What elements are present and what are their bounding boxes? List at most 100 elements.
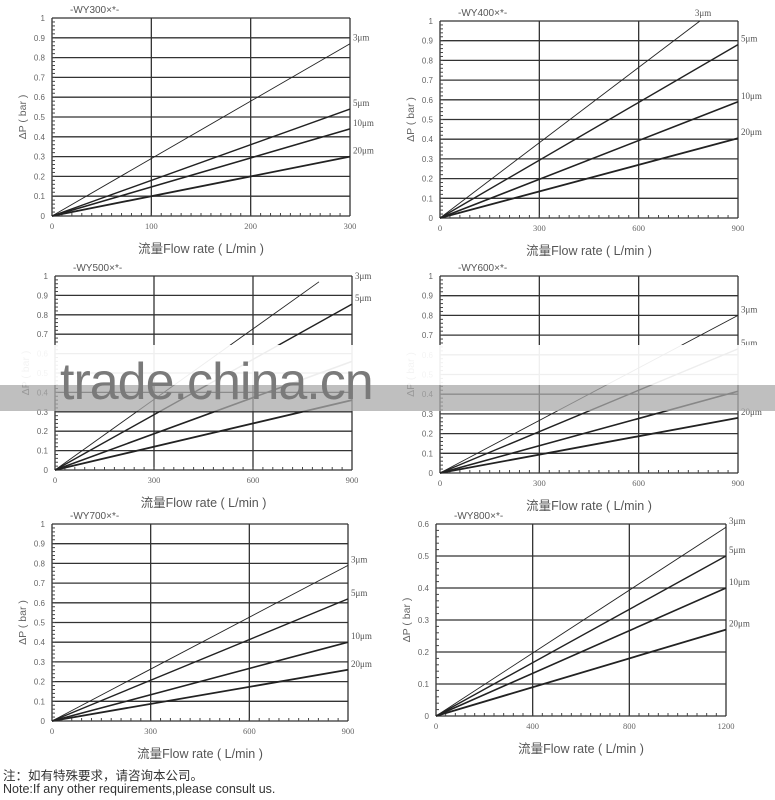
x-tick-label: 300 (148, 475, 161, 485)
x-axis-label: 流量Flow rate ( L/min ) (526, 244, 652, 258)
y-tick-label: 0.1 (34, 697, 46, 706)
y-tick-label: 0.4 (418, 584, 430, 593)
chart-title: -WY500×*- (73, 263, 122, 274)
y-tick-label: 0.5 (422, 116, 434, 125)
y-tick-label: 0.6 (34, 93, 46, 102)
x-tick-label: 900 (732, 223, 745, 233)
chart-1: 0 0.1 0.2 0.3 0.4 0.5 0.6 0.7 0.8 0.9 1 0 300 600 900 -… (405, 8, 762, 258)
series-line-0 (51, 43, 351, 217)
x-axis-label: 流量Flow rate ( L/min ) (526, 499, 652, 513)
chart-0: 0 0.1 0.2 0.3 0.4 0.5 0.6 0.7 0.8 0.9 1 0 100 200 300 -… (17, 5, 374, 256)
chart-title: -WY300×*- (70, 5, 119, 16)
x-axis-label: 流量Flow rate ( L/min ) (137, 747, 263, 761)
series-label: 3μm (695, 8, 711, 18)
x-tick-label: 300 (344, 221, 357, 231)
y-tick-label: 0.7 (34, 73, 46, 82)
series-label: 5μm (741, 34, 757, 44)
note-english: Note:If any other requirements,please co… (3, 782, 276, 796)
series-label: 5μm (351, 588, 367, 598)
series-line-0 (435, 526, 727, 717)
watermark-haze (0, 345, 775, 385)
y-tick-label: 0.7 (34, 579, 46, 588)
x-tick-label: 1200 (718, 721, 735, 731)
y-tick-label: 0 (425, 712, 430, 721)
x-tick-label: 300 (533, 223, 546, 233)
x-tick-label: 0 (434, 721, 438, 731)
series-line-3 (439, 137, 739, 219)
chart-4: 0 0.1 0.2 0.3 0.4 0.5 0.6 0.7 0.8 0.9 1 0 300 600 900 -… (17, 511, 372, 761)
x-tick-label: 0 (438, 478, 442, 488)
series-label: 3μm (729, 516, 745, 526)
x-tick-label: 600 (247, 475, 260, 485)
y-tick-label: 0.1 (422, 194, 434, 203)
series-label: 3μm (353, 33, 369, 43)
y-tick-label: 0.1 (34, 192, 46, 201)
series-label: 5μm (355, 293, 371, 303)
watermark-band (0, 385, 775, 411)
y-tick-label: 0.4 (422, 135, 434, 144)
y-tick-label: 0.1 (422, 449, 434, 458)
x-tick-label: 0 (50, 221, 54, 231)
x-tick-label: 100 (145, 221, 158, 231)
y-tick-label: 0.5 (34, 619, 46, 628)
y-tick-label: 0 (44, 466, 49, 475)
y-tick-label: 0.3 (37, 408, 49, 417)
x-tick-label: 600 (632, 478, 645, 488)
watermark-text: trade.china.cn (60, 353, 374, 411)
series-label: 10μm (729, 577, 750, 587)
y-tick-label: 0.5 (418, 552, 430, 561)
x-axis-label: 流量Flow rate ( L/min ) (141, 496, 267, 510)
x-tick-label: 0 (438, 223, 442, 233)
series-line-1 (51, 598, 349, 722)
y-tick-label: 0.9 (422, 37, 434, 46)
series-label: 5μm (741, 338, 757, 348)
y-tick-label: 1 (429, 272, 434, 281)
series-label: 5μm (729, 545, 745, 555)
series-line-3 (435, 628, 727, 717)
y-tick-label: 0.5 (34, 113, 46, 122)
y-axis-label: ΔP ( bar ) (401, 598, 413, 643)
y-tick-label: 0.6 (422, 96, 434, 105)
y-tick-label: 0.6 (34, 599, 46, 608)
series-line-2 (439, 101, 739, 219)
y-tick-label: 0.3 (34, 658, 46, 667)
y-tick-label: 0.9 (34, 540, 46, 549)
x-tick-label: 0 (53, 475, 57, 485)
y-tick-label: 1 (41, 14, 46, 23)
chart-title: -WY700×*- (70, 511, 119, 522)
series-line-1 (51, 108, 351, 217)
y-axis-label: ΔP ( bar ) (17, 95, 29, 140)
x-axis-label: 流量Flow rate ( L/min ) (138, 242, 264, 256)
series-line-2 (435, 587, 727, 717)
y-tick-label: 0.1 (418, 680, 430, 689)
series-label: 20μm (353, 146, 374, 156)
y-tick-label: 0.8 (422, 311, 434, 320)
y-tick-label: 0.2 (37, 427, 49, 436)
x-tick-label: 300 (533, 478, 546, 488)
y-axis-label: ΔP ( bar ) (17, 600, 29, 645)
y-tick-label: 0.1 (37, 447, 49, 456)
y-tick-label: 0.8 (34, 559, 46, 568)
y-tick-label: 1 (44, 272, 49, 281)
series-label: 10μm (741, 91, 762, 101)
x-tick-label: 600 (632, 223, 645, 233)
y-tick-label: 1 (429, 17, 434, 26)
y-tick-label: 0.7 (422, 76, 434, 85)
series-line-3 (54, 399, 353, 471)
y-tick-label: 0 (429, 214, 434, 223)
y-tick-label: 0.8 (422, 56, 434, 65)
y-tick-label: 0.2 (422, 430, 434, 439)
chart-5: 0 0.1 0.2 0.3 0.4 0.5 0.6 0 400 800 1200 -WY800×*- 流… (401, 511, 750, 756)
y-tick-label: 0.9 (422, 292, 434, 301)
y-tick-label: 0 (41, 212, 46, 221)
y-tick-label: 0.2 (34, 678, 46, 687)
y-tick-label: 0.2 (34, 172, 46, 181)
y-axis-label: ΔP ( bar ) (405, 97, 417, 142)
series-label: 3μm (741, 304, 757, 314)
y-tick-label: 0.3 (422, 410, 434, 419)
x-tick-label: 800 (623, 721, 636, 731)
y-tick-label: 0.9 (34, 34, 46, 43)
y-tick-label: 0.3 (34, 153, 46, 162)
x-tick-label: 600 (243, 726, 256, 736)
series-label: 10μm (351, 631, 372, 641)
